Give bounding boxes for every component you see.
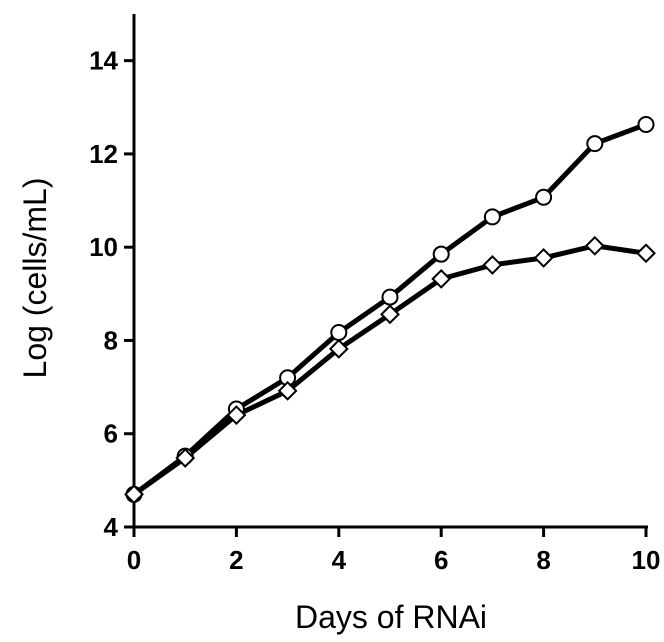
series-2-point — [124, 484, 144, 505]
y-axis-title: Log (cells/mL) — [17, 178, 53, 379]
series-2-point — [584, 235, 605, 256]
y-tick-label: 4 — [104, 512, 119, 542]
y-tick-label: 6 — [104, 419, 118, 449]
y-tick-label: 10 — [89, 232, 118, 262]
series-2-point — [482, 254, 503, 275]
series-1-point — [586, 135, 604, 153]
series-2-point — [226, 405, 247, 425]
x-tick-label: 8 — [536, 545, 550, 575]
y-tick-label: 8 — [104, 325, 118, 355]
series-1-point — [637, 116, 655, 134]
series-2-point — [431, 268, 452, 289]
x-tick-label: 2 — [229, 545, 243, 575]
series-layer — [124, 116, 656, 505]
x-tick-label: 6 — [434, 545, 448, 575]
x-tick-label: 0 — [127, 545, 141, 575]
series-2-point — [636, 243, 656, 264]
y-tick-label: 14 — [89, 46, 118, 76]
series-2-point — [175, 448, 196, 468]
series-2-line — [132, 243, 647, 497]
y-axis-ticks: 4 6 8 10 12 14 — [89, 46, 134, 542]
series-2-point — [277, 380, 298, 401]
y-tick-label: 12 — [89, 139, 118, 169]
x-tick-label: 4 — [332, 545, 347, 575]
series-1-point — [432, 245, 450, 263]
series-2-point — [380, 304, 400, 325]
x-axis-ticks: 0 2 4 6 8 10 — [127, 527, 661, 575]
series-2-point — [328, 338, 349, 359]
series-1-point — [535, 188, 553, 206]
series-1-point — [381, 288, 399, 306]
series-1-point — [330, 324, 348, 342]
plot-area — [132, 14, 648, 529]
x-tick-label: 10 — [632, 545, 661, 575]
series-1-point — [483, 208, 501, 226]
x-axis-title: Days of RNAi — [295, 599, 487, 635]
series-2-point — [533, 247, 554, 268]
